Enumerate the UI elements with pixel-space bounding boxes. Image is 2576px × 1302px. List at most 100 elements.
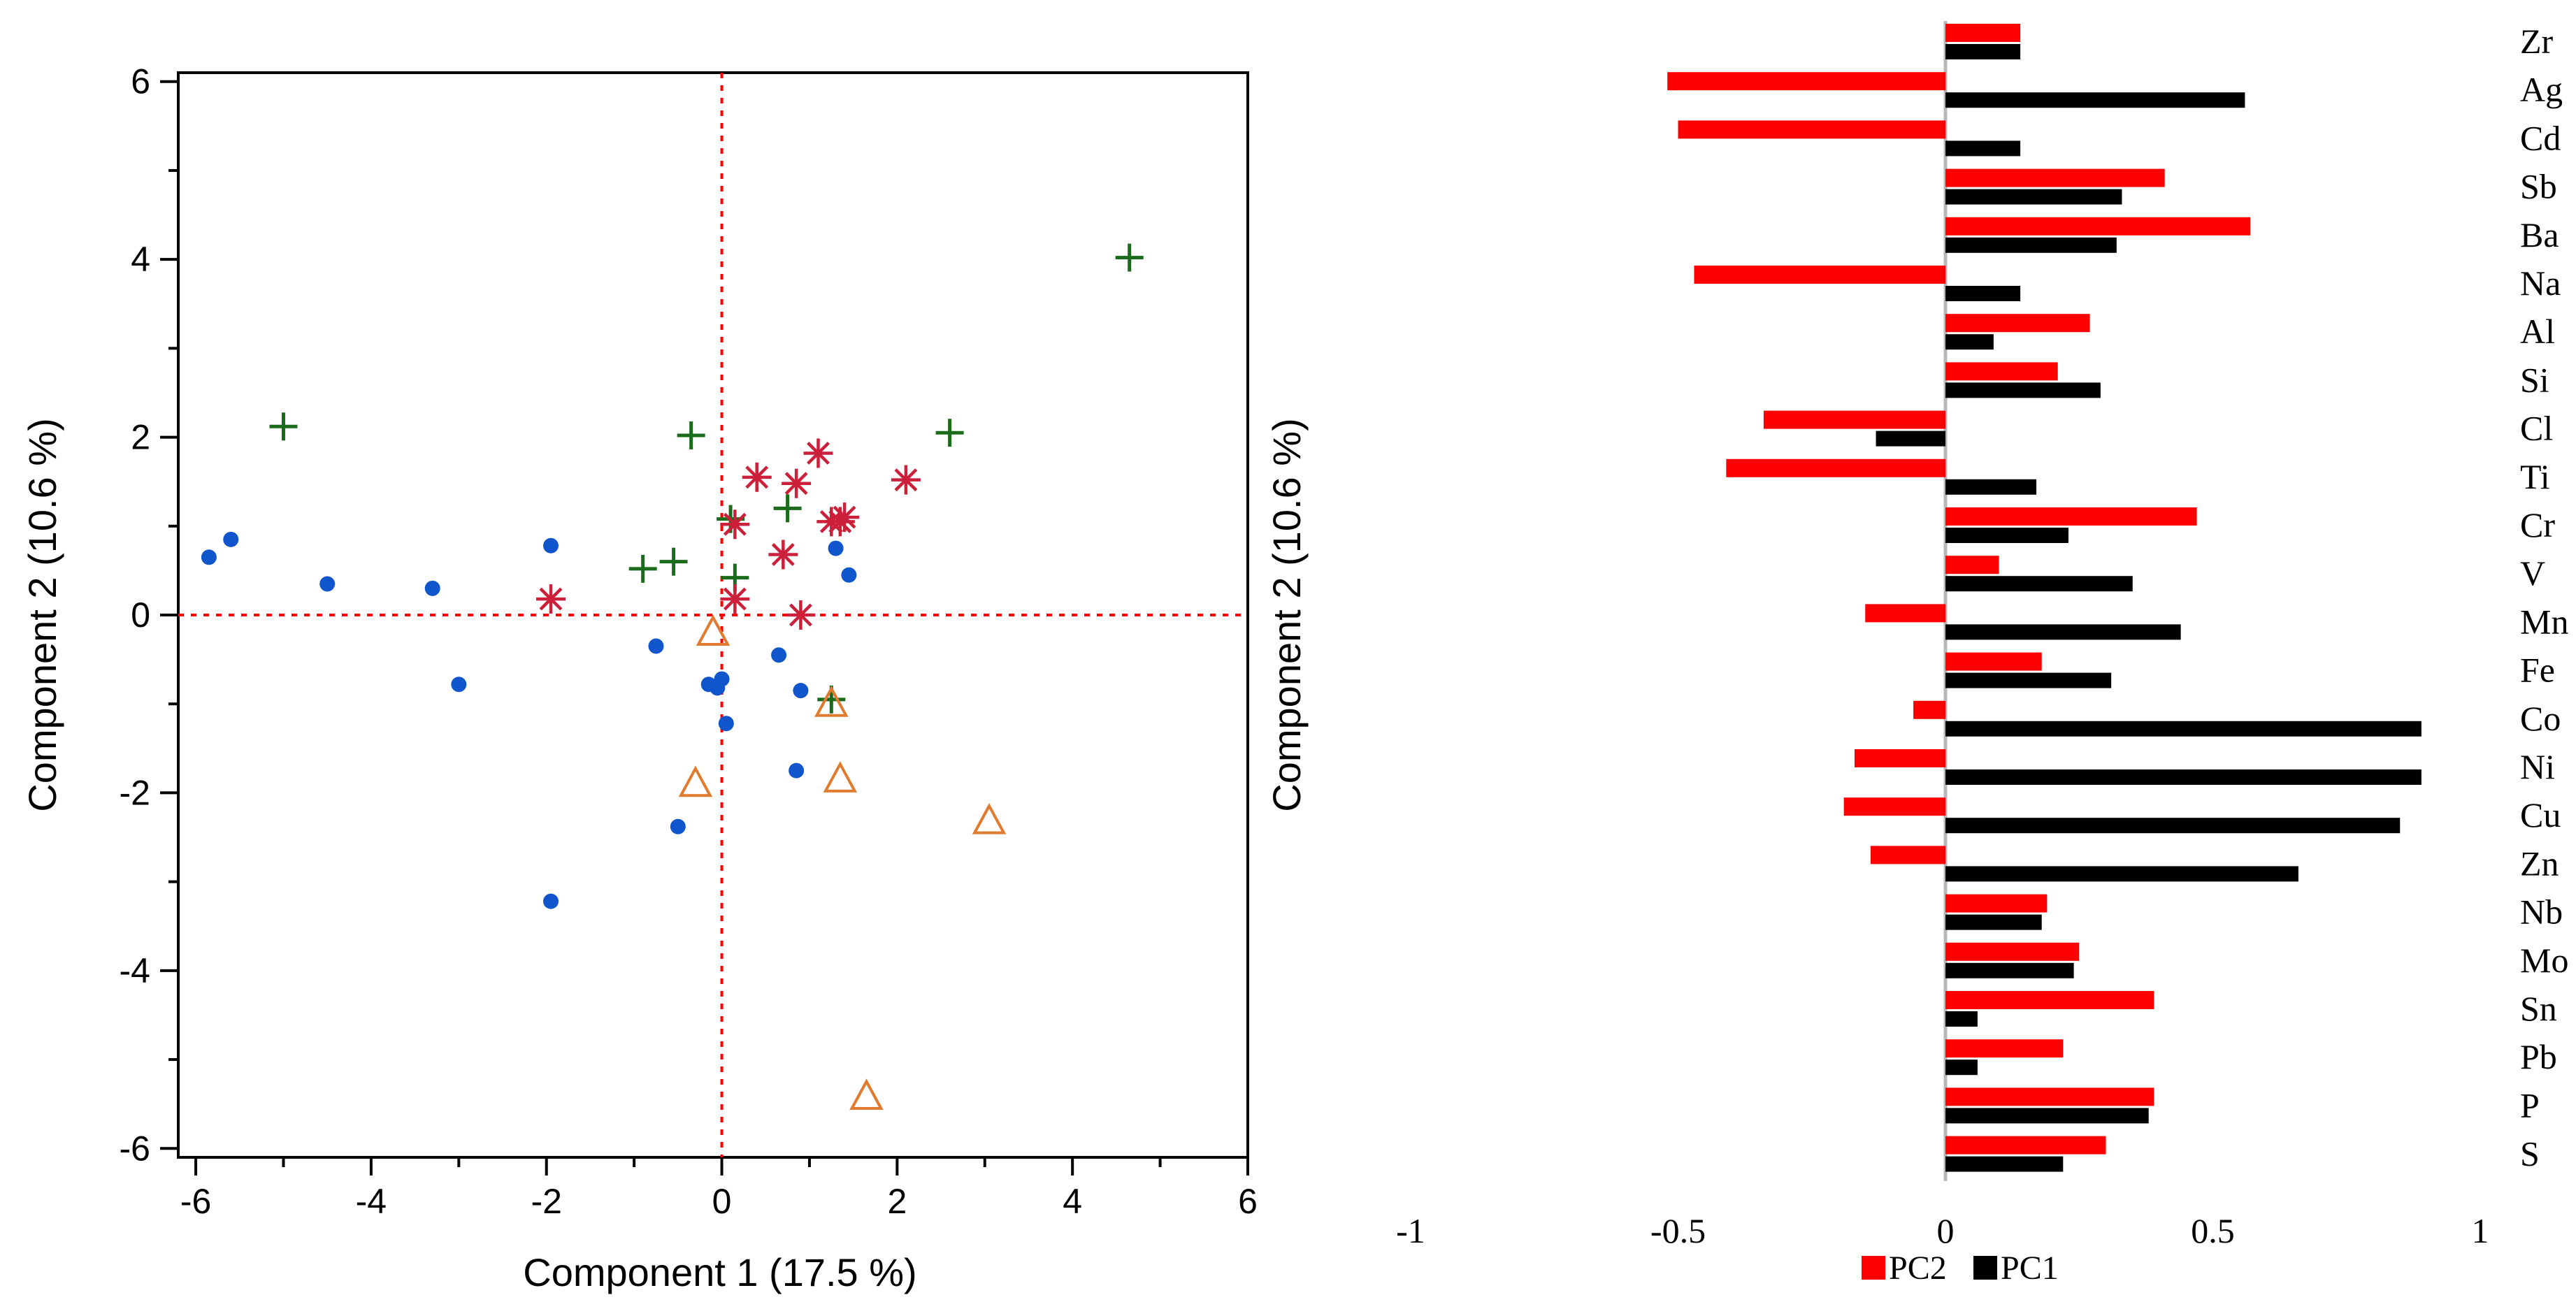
bar-pc2	[1945, 362, 2058, 381]
bar-pc2	[1945, 1087, 2154, 1106]
x-tick-label: -6	[180, 1182, 211, 1221]
element-label: Ni	[2520, 747, 2555, 786]
point-plus	[935, 419, 964, 447]
x-tick-label: 1	[2472, 1211, 2489, 1250]
y-tick-label: 0	[131, 595, 150, 635]
x-tick-label: -2	[531, 1182, 561, 1221]
point-triangle	[814, 686, 849, 717]
bar-pc2	[1945, 894, 2048, 913]
point-dot	[542, 537, 559, 554]
point-asterisk	[720, 584, 750, 614]
bar-pc1	[1945, 1059, 1978, 1076]
x-tick-label: -1	[1396, 1211, 1425, 1250]
bar-pc1	[1945, 672, 2112, 688]
bar-pc2	[1945, 507, 2197, 526]
bar-pc2	[1945, 1039, 2064, 1058]
x-tick-label: 4	[1063, 1182, 1082, 1221]
legend-label-pc1: PC1	[2001, 1250, 2059, 1287]
element-label: Ba	[2520, 215, 2559, 254]
point-asterisk	[720, 509, 750, 540]
pca-score-plot: -6 -4 -2 0 2 4 6 -6 -4 -2 0 2 4 6 Component 1 (17.5 …	[20, 62, 1309, 1294]
bar-pc1	[1945, 528, 2068, 543]
y-tick-label: -6	[120, 1129, 150, 1168]
legend-label-pc2: PC2	[1889, 1250, 1947, 1287]
element-label: Ti	[2520, 457, 2550, 496]
x-tick-label: 0	[712, 1182, 732, 1221]
loading-bars	[1667, 24, 2422, 1172]
point-plus	[269, 412, 298, 441]
point-dot	[793, 683, 809, 699]
loadings-bar-chart: Zr Ag Cd Sb Ba Na Al Si Cl Ti Cr V Mn Fe Co Ni Cu Zn Nb Mo S…	[1396, 21, 2568, 1287]
point-asterisk	[768, 540, 798, 570]
bar-pc2	[1945, 168, 2165, 187]
element-label: Cd	[2520, 118, 2561, 157]
x-axis-tick-labels: -1 -0.5 0 0.5 1	[1396, 1211, 2489, 1250]
bar-pc2	[1870, 846, 1945, 865]
element-label: Al	[2520, 312, 2555, 351]
element-label: Na	[2520, 263, 2561, 303]
bar-pc1	[1945, 382, 2101, 398]
bar-pc1	[1945, 576, 2133, 592]
point-dot	[670, 818, 686, 834]
y-tick-label: 4	[131, 240, 150, 279]
bar-pc1	[1945, 1011, 1978, 1027]
point-triangle	[849, 1078, 884, 1110]
element-label: Cu	[2520, 795, 2561, 834]
point-dot	[542, 893, 559, 909]
bar-pc2	[1945, 556, 1999, 574]
bar-pc2	[1945, 1136, 2106, 1155]
bar-pc1	[1945, 721, 2422, 737]
element-label: Zr	[2520, 22, 2554, 61]
element-label: Fe	[2520, 651, 2555, 690]
point-dot	[648, 638, 664, 654]
element-label: Pb	[2520, 1037, 2557, 1076]
point-asterisk	[803, 438, 833, 468]
point-plus	[773, 494, 802, 523]
bar-pc1	[1945, 189, 2122, 205]
bar-pc2	[1694, 266, 1945, 284]
point-dot	[841, 567, 857, 583]
element-label: P	[2520, 1085, 2540, 1124]
bar-pc1	[1945, 962, 2074, 978]
x-tick-label: -4	[356, 1182, 387, 1221]
x-tick-label: 0	[1937, 1211, 1955, 1250]
element-label: Nb	[2520, 892, 2563, 932]
point-dot	[424, 580, 440, 596]
y-tick-label: -2	[120, 773, 150, 812]
point-dot	[201, 549, 217, 565]
point-dot	[828, 540, 844, 556]
element-label: Zn	[2520, 844, 2559, 883]
y-axis-ticks: -6 -4 -2 0 2 4 6	[120, 62, 178, 1168]
bar-pc1	[1945, 334, 1994, 350]
point-dot	[319, 576, 336, 592]
point-plus	[1115, 243, 1144, 272]
point-triangle	[696, 614, 731, 646]
x-tick-label: -0.5	[1650, 1211, 1706, 1250]
point-plus	[677, 421, 705, 450]
y-tick-label: -4	[120, 951, 150, 990]
bar-pc2	[1854, 749, 1945, 767]
point-dot	[714, 671, 730, 687]
bar-pc1	[1945, 140, 2021, 157]
point-triangle	[823, 761, 858, 793]
bar-pc1	[1945, 237, 2117, 253]
bar-pc1	[1945, 1108, 2149, 1124]
bar-pc2	[1865, 604, 1945, 623]
element-label: Co	[2520, 699, 2561, 738]
reference-lines	[178, 73, 1248, 1157]
element-label: Mn	[2520, 602, 2568, 641]
point-triangle	[972, 802, 1007, 834]
y-tick-label: 2	[131, 418, 150, 457]
y-axis-label: Component 2 (10.6 %)	[20, 418, 64, 811]
element-label: Sb	[2520, 167, 2557, 206]
legend: PC2 PC1	[1862, 1250, 2059, 1287]
point-asterisk	[786, 600, 816, 630]
point-asterisk	[535, 584, 566, 614]
point-dot	[718, 716, 734, 732]
bar-pc1	[1945, 624, 2181, 640]
element-label: Sn	[2520, 989, 2557, 1028]
bar-pc2	[1945, 991, 2154, 1009]
x-tick-label: 0.5	[2191, 1211, 2235, 1250]
bar-pc2	[1945, 652, 2042, 671]
